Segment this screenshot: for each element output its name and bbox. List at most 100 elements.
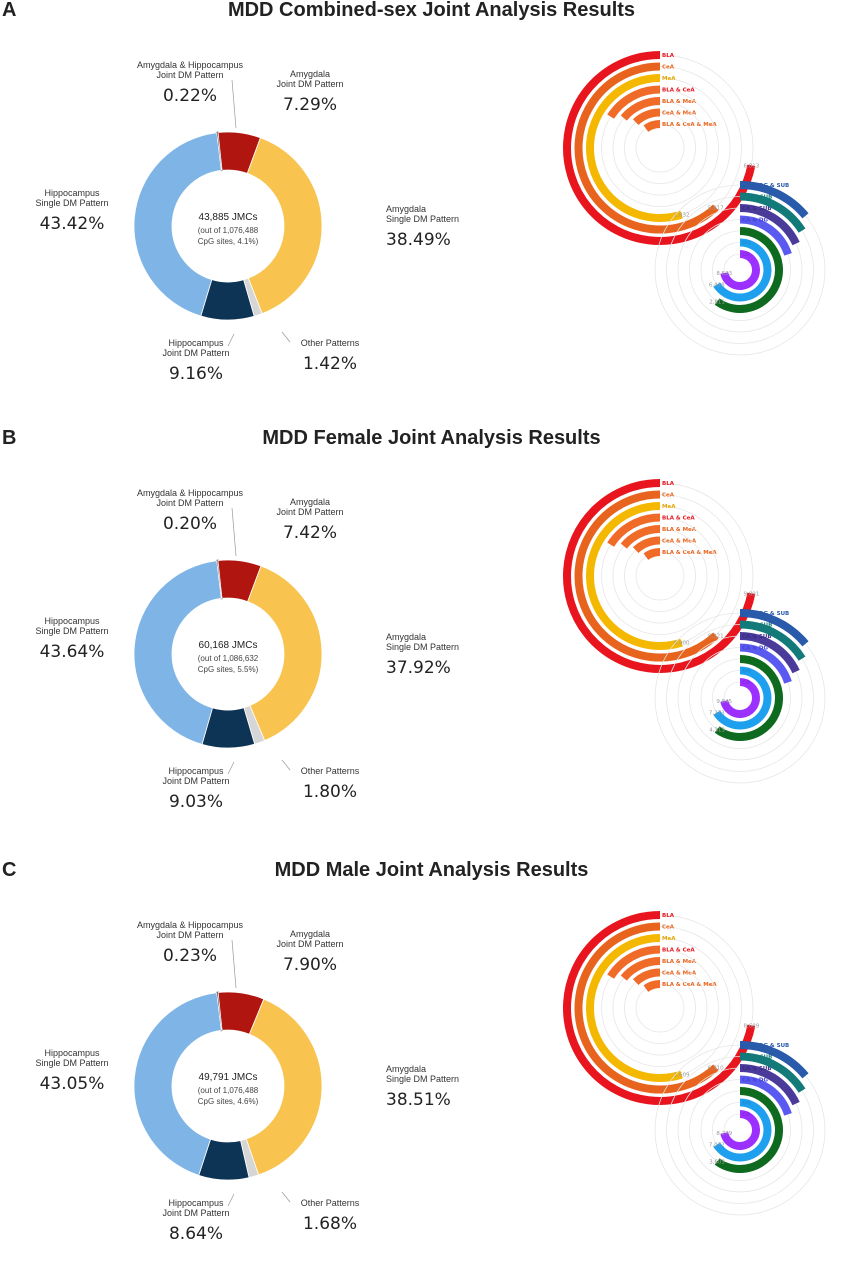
slice-label-name: Single DM Pattern (386, 214, 459, 224)
ring-bar (739, 620, 806, 661)
slice-label-pct: 0.23% (163, 946, 217, 966)
center-total: 43,885 JMCs (199, 212, 258, 223)
hippocampus-rings: CA 9,845 DG 7,273 SUB 4,313 CA & DG CA & SUB DG … (654, 609, 826, 784)
slice-label-name: Single DM Pattern (386, 1074, 459, 1084)
ring-bar (739, 643, 792, 684)
ring-value: 4,313 (709, 728, 725, 734)
slice-label-pct: 7.42% (283, 523, 337, 543)
ring-label: CeA & MeA (662, 539, 697, 545)
panel-c: C MDD Male Joint Analysis Results 49,791… (0, 859, 863, 1287)
ring-bar (574, 490, 719, 662)
donut-chart: 60,168 JMCs (out of 1,086,632 CpG sites, 5… (35, 488, 459, 812)
ring-bar (586, 934, 683, 1082)
slice-label-name: Amygdala (386, 204, 426, 214)
hippocampus-rings: CA 8,279 DG 7,072 SUB 3,603 CA & DG CA & SUB DG … (654, 1041, 826, 1216)
center-subtext: CpG sites, 5.5%) (198, 665, 259, 674)
slice-label-name: Hippocampus (44, 188, 100, 198)
ring-bar (574, 922, 719, 1094)
donut-slice (246, 137, 323, 315)
radial-bar-chart: BLA & CeA & MeA CeA & MeA BLA & MeA BLA & C… (563, 479, 826, 784)
slice-label-name: Amygdala & Hippocampus (137, 488, 244, 498)
ring-bar (632, 968, 661, 986)
ring-label: BLA & CeA (662, 516, 695, 522)
ring-label: DG (742, 669, 752, 675)
slice-label-name: Hippocampus (168, 766, 224, 776)
ring-bar (586, 74, 683, 222)
donut-slice (247, 565, 323, 742)
slice-label-name: Other Patterns (301, 766, 360, 776)
ring-label: BLA & CeA & MeA (662, 982, 717, 988)
slice-label-pct: 1.80% (303, 782, 357, 802)
radial-bar-chart: BLA & CeA & MeA CeA & MeA BLA & MeA BLA & C… (563, 51, 826, 356)
slice-label-name: Single DM Pattern (35, 626, 108, 636)
slice-label: Other Patterns 1.80% (281, 759, 360, 802)
donut-slice (133, 992, 222, 1176)
slice-label-pct: 43.64% (40, 642, 105, 662)
ring-label: CA (742, 252, 751, 258)
leader-line (281, 1191, 291, 1203)
slice-label-pct: 1.68% (303, 1214, 357, 1234)
ring-label: DG (742, 1101, 752, 1107)
center-subtext: CpG sites, 4.6%) (198, 1097, 259, 1106)
ring-bar (643, 980, 661, 992)
ring-value: 5,817 (708, 205, 724, 211)
ring-label: CeA (662, 65, 675, 71)
panel-letter: C (2, 859, 17, 881)
slice-label: Other Patterns 1.68% (281, 1191, 360, 1234)
ring-value: 1,832 (674, 213, 690, 219)
amygdala-rings: BLA & CeA & MeA CeA & MeA BLA & MeA BLA & C… (563, 911, 760, 1105)
ring-label: CA & DG & SUB (742, 183, 789, 189)
slice-label-name: Hippocampus (44, 616, 100, 626)
donut-chart: 43,885 JMCs (out of 1,076,488 CpG sites, 4… (35, 60, 459, 384)
slice-label-pct: 37.92% (386, 658, 451, 678)
slice-label-name: Amygdala (290, 69, 330, 79)
ring-bar (739, 609, 809, 647)
ring-value: 9,845 (716, 699, 732, 705)
ring-bar (713, 1098, 772, 1162)
slice-label-name: Joint DM Pattern (156, 930, 223, 940)
ring-bar (632, 108, 661, 126)
ring-label: CA & DG & SUB (742, 611, 789, 617)
slice-label-name: Joint DM Pattern (162, 1208, 229, 1218)
panel-letter: B (2, 427, 17, 449)
amygdala-rings: BLA & CeA & MeA CeA & MeA BLA & MeA BLA & C… (563, 479, 759, 673)
slice-label-name: Joint DM Pattern (162, 348, 229, 358)
slice-label-name: Joint DM Pattern (156, 70, 223, 80)
slice-label-name: Single DM Pattern (386, 642, 459, 652)
ring-bar (620, 957, 661, 981)
ring-label: MeA (662, 504, 676, 510)
center-subtext: (out of 1,086,632 (198, 654, 259, 663)
ring-value: 8,523 (716, 271, 732, 277)
ring-label: BLA & CeA (662, 88, 695, 94)
slice-label-name: Other Patterns (301, 1198, 360, 1208)
ring-label: DG & SUB (742, 195, 772, 201)
leader-line (281, 759, 291, 771)
ring-bar (739, 204, 800, 246)
ring-bar (714, 227, 783, 313)
ring-bar (739, 181, 809, 219)
panel-letter: A (2, 0, 17, 21)
ring-bar (586, 502, 683, 650)
ring-bar (739, 632, 800, 674)
ring-bar (713, 238, 772, 302)
ring-value: 1,609 (674, 1073, 690, 1079)
slice-label-name: Amygdala (386, 1064, 426, 1074)
slice-label-pct: 0.20% (163, 514, 217, 534)
slice-label-pct: 0.22% (163, 86, 217, 106)
ring-label: SUB (742, 657, 755, 663)
donut-slice (133, 132, 222, 317)
ring-label: CeA & MeA (662, 971, 697, 977)
slice-label-pct: 43.05% (40, 1074, 105, 1094)
ring-label: BLA (662, 913, 675, 919)
slice-label-pct: 38.51% (386, 1090, 451, 1110)
ring-label: SUB (742, 1089, 755, 1095)
ring-label: CA & DG (742, 1078, 768, 1084)
slice-label-name: Amygdala & Hippocampus (137, 60, 244, 70)
ring-label: CA (742, 1112, 751, 1118)
